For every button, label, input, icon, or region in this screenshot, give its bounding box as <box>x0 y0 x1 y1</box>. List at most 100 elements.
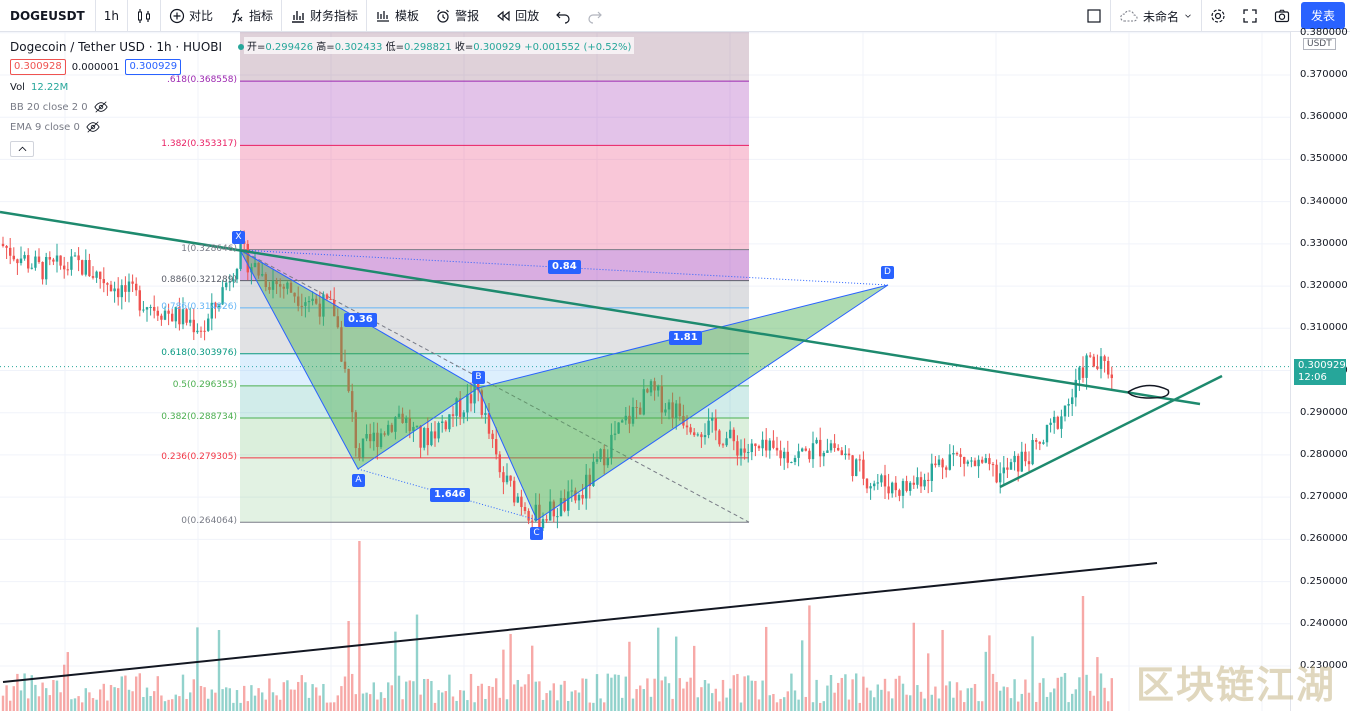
legend-title[interactable]: Dogecoin / Tether USD · 1h · HUOBI <box>10 40 223 54</box>
candle-body <box>635 406 638 408</box>
candle-body <box>235 268 239 280</box>
currency-tag[interactable]: USDT <box>1303 38 1336 50</box>
indicators-button[interactable]: 指标 <box>221 0 281 32</box>
sell-price-button[interactable]: 0.300928 <box>10 59 66 75</box>
ema-indicator-legend[interactable]: EMA 9 close 0 <box>10 117 244 137</box>
candle-body <box>347 368 350 392</box>
price-chart[interactable] <box>0 32 1290 711</box>
candle-body <box>84 260 87 275</box>
candle-body <box>750 443 753 453</box>
candle-body <box>621 420 624 423</box>
top-toolbar: DOGEUSDT 1h 对比 指标 财务指标 模板 警报 回放 <box>0 0 1350 32</box>
candle-body <box>189 319 192 323</box>
candle-body <box>837 447 840 451</box>
candle-body <box>599 449 602 460</box>
volume-bar <box>905 694 908 711</box>
price-tick-label: 0.380000 <box>1300 26 1348 38</box>
chevron-up-icon <box>18 146 26 152</box>
eye-hidden-icon[interactable] <box>86 120 100 134</box>
candle-body <box>772 440 775 448</box>
volume-bar <box>973 684 977 711</box>
volume-bar <box>628 641 631 711</box>
alarm-clock-icon <box>437 9 449 23</box>
candle-body <box>631 406 635 424</box>
candle-body <box>855 459 858 477</box>
candle-body <box>883 475 887 487</box>
volume-bar <box>235 690 239 711</box>
price-axis[interactable]: 0.380000 0.370000 0.360000 0.350000 0.340000… <box>1290 27 1350 711</box>
candle-body <box>912 482 915 485</box>
volume-label: Vol <box>10 81 25 93</box>
undo-button[interactable] <box>547 0 579 32</box>
volume-bar <box>120 676 123 711</box>
grid <box>0 32 1290 711</box>
chart-type-button[interactable] <box>128 0 160 32</box>
compare-button[interactable]: 对比 <box>161 0 221 32</box>
low-label: 低= <box>385 42 404 53</box>
volume-bar <box>286 680 289 711</box>
volume-bar <box>581 678 584 711</box>
settings-button[interactable] <box>1202 0 1234 32</box>
volume-bar <box>768 695 771 711</box>
replay-button[interactable]: 回放 <box>487 0 547 32</box>
candle-body <box>466 394 469 413</box>
candle-body <box>88 260 91 277</box>
candle-body <box>642 389 645 415</box>
volume-bar <box>455 700 458 711</box>
interval-button[interactable]: 1h <box>103 8 119 23</box>
volume-bar <box>390 685 393 711</box>
candle-body <box>19 258 23 264</box>
volume-bar <box>1027 692 1031 711</box>
candle-body <box>257 262 260 276</box>
divider <box>366 0 368 32</box>
fib-retracement[interactable] <box>239 32 750 523</box>
publish-button[interactable]: 发表 <box>1301 2 1345 29</box>
layout-name-button[interactable]: 未命名 <box>1111 0 1201 32</box>
volume-bar <box>77 696 80 711</box>
volume-bar <box>549 690 552 711</box>
symbol-search-button[interactable]: DOGEUSDT <box>10 8 85 23</box>
trend-lines[interactable] <box>0 210 1223 683</box>
divider <box>160 0 161 32</box>
divider <box>1109 0 1111 32</box>
volume-bar <box>55 680 59 711</box>
candle-body <box>595 459 599 462</box>
volume-bar <box>246 701 249 711</box>
layout-button[interactable] <box>1078 0 1110 32</box>
snapshot-button[interactable] <box>1266 0 1298 32</box>
eye-hidden-icon[interactable] <box>94 100 108 114</box>
candle-body <box>63 265 66 270</box>
volume-bar <box>480 683 483 711</box>
volume-bar <box>81 702 84 711</box>
volume-bar <box>307 697 311 711</box>
templates-button[interactable]: 模板 <box>367 0 427 32</box>
volume-bar <box>639 685 642 711</box>
collapse-legend-button[interactable] <box>10 141 34 157</box>
candle-body <box>613 433 617 435</box>
redo-button[interactable] <box>579 0 611 32</box>
volume-bar <box>1099 673 1103 711</box>
candle-body <box>426 427 429 446</box>
candle-body <box>779 450 782 459</box>
candle-body <box>163 310 167 320</box>
alert-button[interactable]: 警报 <box>427 0 487 32</box>
candle-body <box>185 309 188 323</box>
candle-body <box>192 319 195 333</box>
candle-body <box>736 441 739 456</box>
candle-body <box>354 412 357 449</box>
buy-price-button[interactable]: 0.300929 <box>125 59 182 75</box>
candle-body <box>1081 367 1085 378</box>
volume-bar <box>711 693 714 711</box>
volume-bar <box>135 676 138 711</box>
bb-indicator-legend[interactable]: BB 20 close 2 0 <box>10 97 244 117</box>
candle-body <box>365 434 368 439</box>
volume-bar <box>412 681 415 711</box>
volume-bar <box>459 690 462 711</box>
pattern-point-b: B <box>472 371 485 384</box>
financials-button[interactable]: 财务指标 <box>282 0 366 32</box>
volume-bar <box>833 692 836 711</box>
candle-body <box>145 307 149 310</box>
fullscreen-button[interactable] <box>1234 0 1266 32</box>
candle-body <box>516 496 519 503</box>
volume-bar <box>883 678 887 711</box>
